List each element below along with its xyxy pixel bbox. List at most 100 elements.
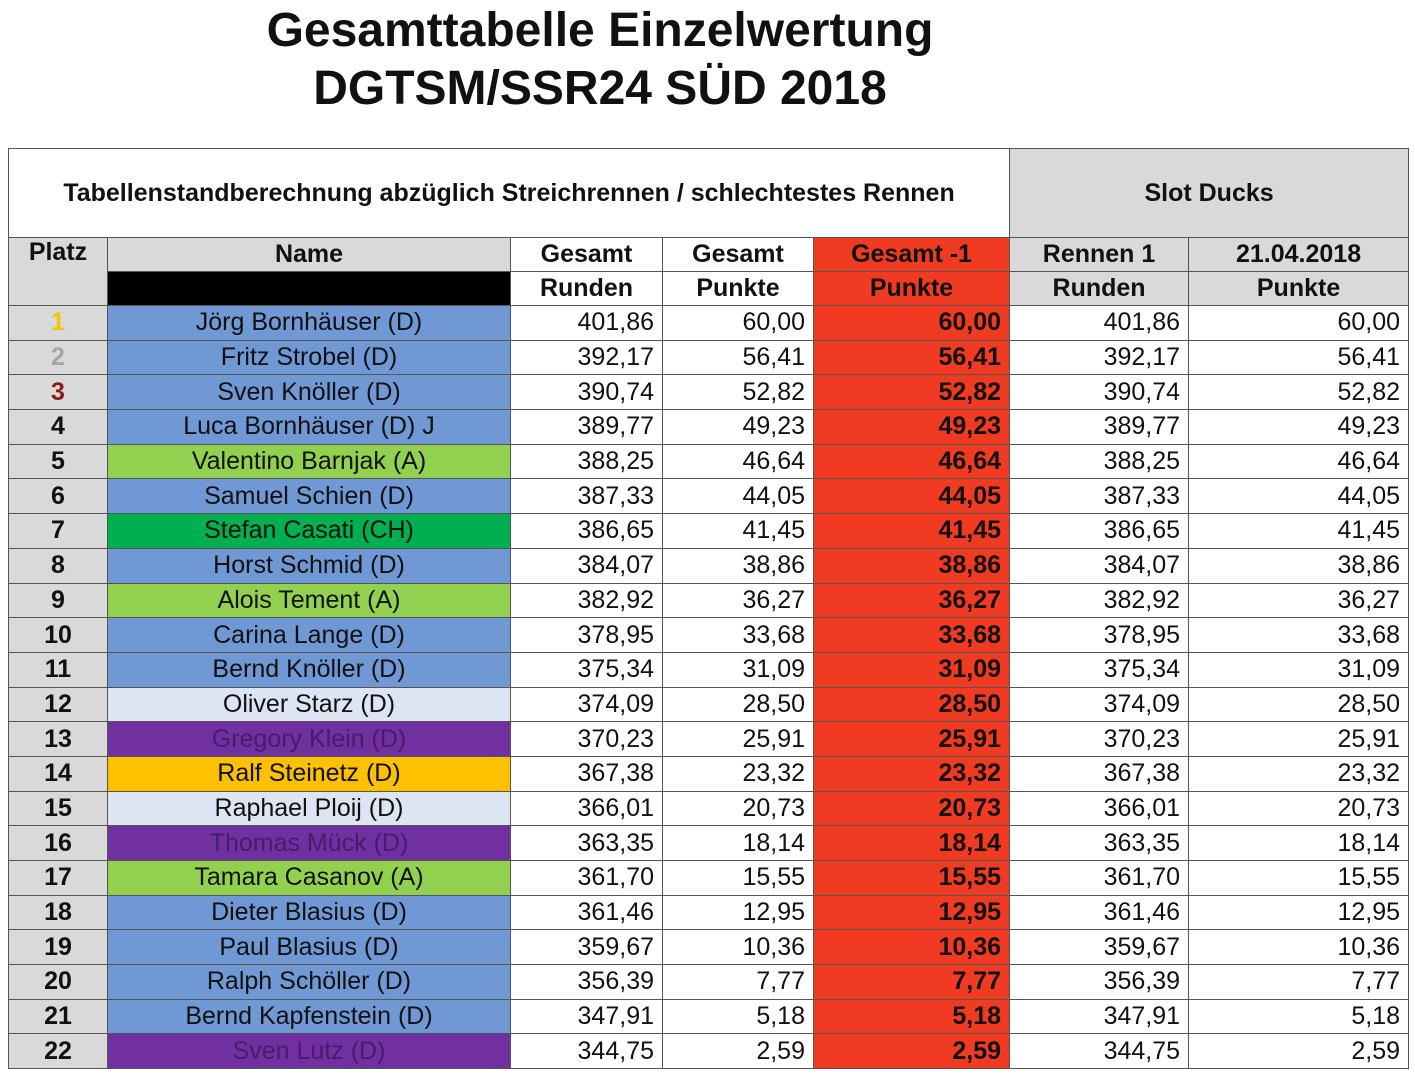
rennen1-punkte-cell: 5,18 xyxy=(1188,998,1410,1035)
header-platz: Platz xyxy=(8,237,108,306)
gesamt-punkte-cell: 12,95 xyxy=(662,894,814,931)
platz-cell: 4 xyxy=(8,409,108,445)
platz-cell: 12 xyxy=(8,686,108,723)
gesamt-punkte-cell: 20,73 xyxy=(662,790,814,827)
gesamt-punkte-cell: 28,50 xyxy=(662,686,814,723)
table-row: 3 Sven Knöller (D) 390,74 52,82 52,82 390,74 5… xyxy=(8,374,1410,411)
gesamt-punkte-cell: 38,86 xyxy=(662,547,814,584)
rennen1-runden-cell: 387,33 xyxy=(1009,478,1190,515)
table-row: 9 Alois Tement (A) 382,92 36,27 36,27 382,92 3… xyxy=(8,582,1410,619)
header-gesamt-minus1: Gesamt -1 xyxy=(812,237,1011,272)
gesamt-punkte-cell: 23,32 xyxy=(662,755,814,792)
gesamt-minus1-cell: 20,73 xyxy=(812,790,1011,827)
gesamt-minus1-cell: 5,18 xyxy=(812,998,1011,1035)
table-row: 18 Dieter Blasius (D) 361,46 12,95 12,95 361,… xyxy=(8,894,1410,931)
rennen1-punkte-cell: 18,14 xyxy=(1188,825,1410,861)
name-cell: Gregory Klein (D) xyxy=(107,721,511,757)
name-cell: Samuel Schien (D) xyxy=(107,478,511,515)
rennen1-punkte-cell: 49,23 xyxy=(1188,409,1410,445)
platz-cell: 10 xyxy=(8,617,108,653)
gesamt-runden-cell: 387,33 xyxy=(510,478,663,515)
platz-cell: 8 xyxy=(8,547,108,584)
header-row-1: Platz Name Gesamt Gesamt Gesamt -1 Renne… xyxy=(8,237,1410,306)
page-title: Gesamttabelle Einzelwertung DGTSM/SSR24 … xyxy=(200,2,1000,118)
name-cell: Luca Bornhäuser (D) J xyxy=(107,409,511,445)
gesamt-runden-cell: 347,91 xyxy=(510,998,663,1035)
calculation-note-row: Tabellenstandberechnung abzüglich Streic… xyxy=(7,148,1410,238)
rennen1-punkte-cell: 31,09 xyxy=(1188,651,1410,688)
header-date: 21.04.2018 xyxy=(1188,237,1410,272)
gesamt-runden-cell: 359,67 xyxy=(510,929,663,966)
rennen1-punkte-cell: 28,50 xyxy=(1188,686,1410,723)
name-cell: Sven Lutz (D) xyxy=(107,1033,511,1070)
gesamt-minus1-cell: 12,95 xyxy=(812,894,1011,931)
platz-cell: 7 xyxy=(8,513,108,549)
table-row: 15 Raphael Ploij (D) 366,01 20,73 20,73 366,0… xyxy=(8,790,1410,827)
gesamt-runden-cell: 392,17 xyxy=(510,339,663,376)
platz-cell: 16 xyxy=(8,825,108,861)
gesamt-minus1-cell: 2,59 xyxy=(812,1033,1011,1070)
table-row: 1 Jörg Bornhäuser (D) 401,86 60,00 60,00 401,… xyxy=(8,305,1410,341)
gesamt-runden-cell: 389,77 xyxy=(510,409,663,445)
platz-cell: 5 xyxy=(8,443,108,480)
team-name: Slot Ducks xyxy=(1009,148,1410,238)
gesamt-runden-cell: 390,74 xyxy=(510,374,663,411)
gesamt-punkte-cell: 36,27 xyxy=(662,582,814,619)
title-line-2: DGTSM/SSR24 SÜD 2018 xyxy=(313,62,887,115)
rennen1-runden-cell: 390,74 xyxy=(1009,374,1190,411)
header-gesamt-runden-sub: Runden xyxy=(510,271,663,306)
rennen1-punkte-cell: 12,95 xyxy=(1188,894,1410,931)
rennen1-punkte-cell: 23,32 xyxy=(1188,755,1410,792)
platz-cell: 22 xyxy=(8,1033,108,1070)
table-row: 10 Carina Lange (D) 378,95 33,68 33,68 378,95… xyxy=(8,617,1410,653)
platz-cell: 1 xyxy=(8,305,108,341)
platz-cell: 20 xyxy=(8,964,108,1000)
gesamt-minus1-cell: 60,00 xyxy=(812,305,1011,341)
rennen1-punkte-cell: 25,91 xyxy=(1188,721,1410,757)
rennen1-runden-cell: 344,75 xyxy=(1009,1033,1190,1070)
gesamt-minus1-cell: 44,05 xyxy=(812,478,1011,515)
table-row: 20 Ralph Schöller (D) 356,39 7,77 7,77 356,39… xyxy=(8,964,1410,1000)
platz-cell: 6 xyxy=(8,478,108,515)
title-line-1: Gesamttabelle Einzelwertung xyxy=(266,4,934,57)
gesamt-punkte-cell: 7,77 xyxy=(662,964,814,1000)
table-row: 12 Oliver Starz (D) 374,09 28,50 28,50 374,09… xyxy=(8,686,1410,723)
gesamt-minus1-cell: 52,82 xyxy=(812,374,1011,411)
gesamt-punkte-cell: 60,00 xyxy=(662,305,814,341)
gesamt-runden-cell: 384,07 xyxy=(510,547,663,584)
rennen1-runden-cell: 382,92 xyxy=(1009,582,1190,619)
gesamt-minus1-cell: 18,14 xyxy=(812,825,1011,861)
standings-body: Tabellenstandberechnung abzüglich Streic… xyxy=(7,148,1410,1070)
gesamt-runden-cell: 382,92 xyxy=(510,582,663,619)
header-name-bar xyxy=(107,271,511,306)
rennen1-runden-cell: 401,86 xyxy=(1009,305,1190,341)
name-cell: Dieter Blasius (D) xyxy=(107,894,511,931)
rennen1-punkte-cell: 33,68 xyxy=(1188,617,1410,653)
table-row: 4 Luca Bornhäuser (D) J 389,77 49,23 49,23 38… xyxy=(8,409,1410,445)
name-cell: Valentino Barnjak (A) xyxy=(107,443,511,480)
rennen1-runden-cell: 374,09 xyxy=(1009,686,1190,723)
gesamt-minus1-cell: 10,36 xyxy=(812,929,1011,966)
gesamt-minus1-cell: 56,41 xyxy=(812,339,1011,376)
gesamt-minus1-cell: 38,86 xyxy=(812,547,1011,584)
rennen1-punkte-cell: 52,82 xyxy=(1188,374,1410,411)
rennen1-runden-cell: 386,65 xyxy=(1009,513,1190,549)
platz-cell: 3 xyxy=(8,374,108,411)
standings-table: Tabellenstandberechnung abzüglich Streic… xyxy=(7,148,1410,1070)
rennen1-punkte-cell: 56,41 xyxy=(1188,339,1410,376)
rennen1-runden-cell: 361,46 xyxy=(1009,894,1190,931)
platz-cell: 15 xyxy=(8,790,108,827)
header-rennen1-sub: Runden xyxy=(1009,271,1190,306)
rennen1-runden-cell: 392,17 xyxy=(1009,339,1190,376)
rennen1-punkte-cell: 10,36 xyxy=(1188,929,1410,966)
gesamt-runden-cell: 375,34 xyxy=(510,651,663,688)
rennen1-punkte-cell: 46,64 xyxy=(1188,443,1410,480)
table-row: 6 Samuel Schien (D) 387,33 44,05 44,05 387,33… xyxy=(8,478,1410,515)
gesamt-punkte-cell: 25,91 xyxy=(662,721,814,757)
gesamt-runden-cell: 370,23 xyxy=(510,721,663,757)
gesamt-runden-cell: 361,70 xyxy=(510,860,663,896)
name-cell: Thomas Mück (D) xyxy=(107,825,511,861)
header-gesamt-runden: Gesamt xyxy=(510,237,663,272)
rennen1-runden-cell: 367,38 xyxy=(1009,755,1190,792)
name-cell: Tamara Casanov (A) xyxy=(107,860,511,896)
